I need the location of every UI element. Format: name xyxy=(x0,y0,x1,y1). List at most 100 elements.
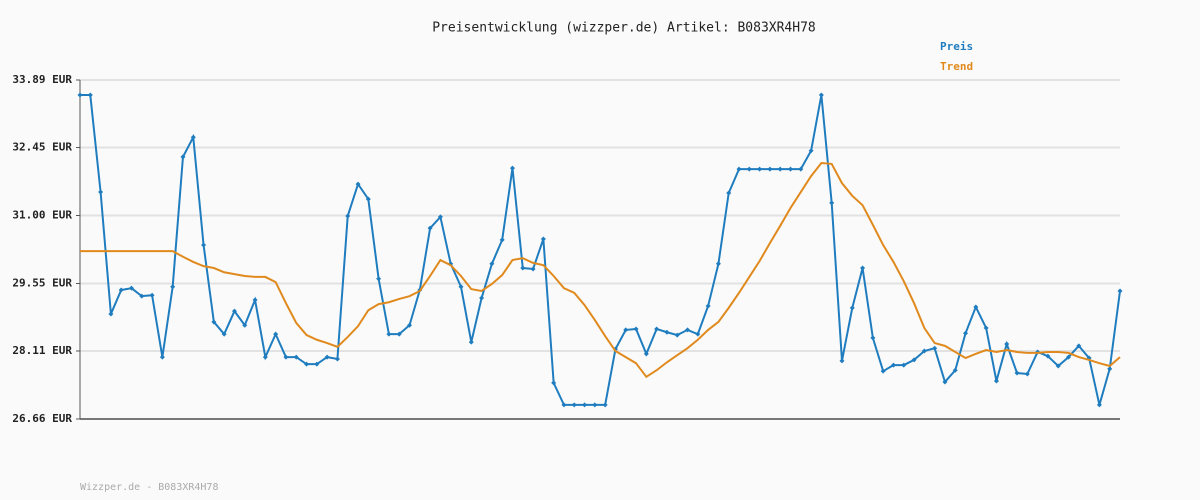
point-marker xyxy=(304,361,310,367)
point-marker xyxy=(190,134,196,140)
point-marker xyxy=(376,276,382,282)
point-marker xyxy=(170,284,176,290)
point-marker xyxy=(654,326,660,332)
legend-label: Preis xyxy=(940,40,973,53)
point-marker xyxy=(551,380,557,386)
point-marker xyxy=(880,368,886,374)
point-marker xyxy=(283,354,289,360)
point-marker xyxy=(983,325,989,331)
point-marker xyxy=(798,166,804,172)
point-marker xyxy=(623,327,629,333)
point-marker xyxy=(324,354,330,360)
point-marker xyxy=(808,148,814,154)
point-marker xyxy=(540,236,546,242)
point-marker xyxy=(520,265,526,271)
point-marker xyxy=(746,166,752,172)
point-marker xyxy=(1004,341,1010,347)
point-marker xyxy=(334,356,340,362)
point-marker xyxy=(839,358,845,364)
point-marker xyxy=(149,292,155,298)
point-marker xyxy=(685,327,691,333)
point-marker xyxy=(159,354,165,360)
point-marker xyxy=(932,345,938,351)
point-marker xyxy=(201,242,207,248)
series-line xyxy=(80,161,1121,379)
point-marker xyxy=(1096,402,1102,408)
point-marker xyxy=(767,166,773,172)
point-marker xyxy=(530,266,536,272)
point-marker xyxy=(571,402,577,408)
point-marker xyxy=(98,189,104,195)
point-marker xyxy=(479,295,485,301)
point-marker xyxy=(674,332,680,338)
point-marker xyxy=(870,335,876,341)
point-marker xyxy=(1024,371,1030,377)
point-marker xyxy=(705,303,711,309)
point-marker xyxy=(386,331,392,337)
point-marker xyxy=(489,261,495,267)
point-marker xyxy=(262,354,268,360)
point-marker xyxy=(273,331,279,337)
point-marker xyxy=(633,326,639,332)
point-marker xyxy=(860,265,866,271)
point-marker xyxy=(829,200,835,206)
y-tick-label: 26.66 EUR xyxy=(12,412,72,425)
point-marker xyxy=(345,213,351,219)
point-marker xyxy=(242,322,248,328)
point-marker xyxy=(1076,343,1082,349)
point-marker xyxy=(952,367,958,373)
point-marker xyxy=(231,308,237,314)
series-line xyxy=(80,94,1121,406)
footer: Wizzper.de - B083XR4H78 xyxy=(80,482,218,493)
point-marker xyxy=(963,330,969,336)
point-marker xyxy=(736,166,742,172)
point-marker xyxy=(1107,366,1113,372)
point-marker xyxy=(139,293,145,299)
point-marker xyxy=(726,190,732,196)
point-marker xyxy=(942,379,948,385)
point-marker xyxy=(1045,353,1051,359)
point-marker xyxy=(468,339,474,345)
y-tick-label: 28.11 EUR xyxy=(12,344,72,357)
point-marker xyxy=(211,319,217,325)
point-marker xyxy=(911,357,917,363)
point-marker xyxy=(890,362,896,368)
point-marker xyxy=(695,331,701,337)
point-marker xyxy=(108,311,114,317)
point-marker xyxy=(849,305,855,311)
point-marker xyxy=(118,287,124,293)
point-marker xyxy=(993,378,999,384)
point-marker xyxy=(973,304,979,310)
point-marker xyxy=(77,92,83,98)
point-marker xyxy=(437,214,443,220)
y-tick-label: 32.45 EUR xyxy=(12,141,72,154)
point-marker xyxy=(787,166,793,172)
point-marker xyxy=(314,361,320,367)
point-marker xyxy=(901,362,907,368)
point-marker xyxy=(128,285,134,291)
point-marker xyxy=(458,284,464,290)
point-marker xyxy=(293,354,299,360)
point-marker xyxy=(1055,363,1061,369)
point-marker xyxy=(592,402,598,408)
point-marker xyxy=(602,402,608,408)
point-marker xyxy=(396,331,402,337)
point-marker xyxy=(509,165,515,171)
point-marker xyxy=(715,261,721,267)
point-marker xyxy=(252,297,258,303)
legend-label: Trend xyxy=(940,60,973,73)
point-marker xyxy=(499,237,505,243)
point-marker xyxy=(777,166,783,172)
point-marker xyxy=(427,225,433,231)
point-marker xyxy=(87,92,93,98)
point-marker xyxy=(355,181,361,187)
point-marker xyxy=(1014,370,1020,376)
point-marker xyxy=(664,329,670,335)
point-marker xyxy=(757,166,763,172)
chart-title: Preisentwicklung (wizzper.de) Artikel: B… xyxy=(432,21,816,36)
point-marker xyxy=(1066,354,1072,360)
point-marker xyxy=(818,92,824,98)
point-marker xyxy=(1117,288,1123,294)
